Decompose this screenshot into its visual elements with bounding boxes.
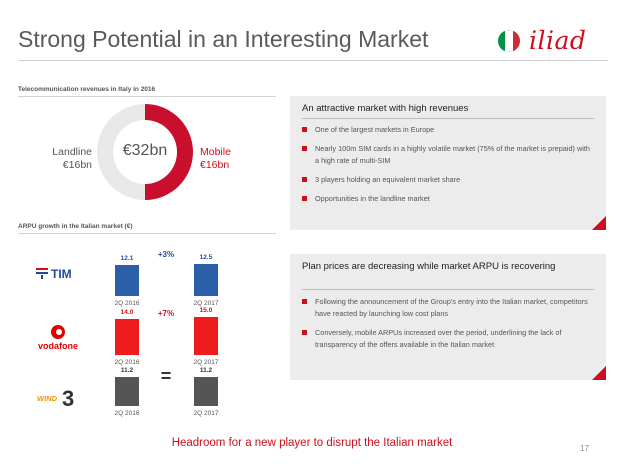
pricing-bullet: Conversely, mobile ARPUs increased over … — [302, 327, 596, 351]
donut-total: €32bn — [122, 142, 168, 159]
mobile-label: Mobile — [200, 146, 231, 158]
arpu-value-label: 12.1 — [120, 255, 134, 263]
arpu-period-label: 2Q 2016 — [114, 359, 140, 366]
arpu-value-label: 15.0 — [199, 306, 213, 314]
market-panel-heading: An attractive market with high revenues — [302, 103, 469, 114]
arpu-value-label: 11.2 — [199, 367, 213, 375]
market-bullet: 3 players holding an equivalent market s… — [302, 174, 596, 186]
revenue-section-title: Telecommunication revenues in Italy in 2… — [18, 86, 156, 93]
landline-label: Landline — [52, 146, 92, 158]
wind-three-logo-svg: WIND 3 — [37, 386, 74, 411]
mobile-label-group: Mobile €16bn — [200, 146, 260, 172]
arpu-growth-label: +7% — [157, 309, 175, 318]
arpu-section-title: ARPU growth in the Italian market (€) — [18, 223, 133, 230]
revenue-donut-chart: €32bn — [95, 102, 195, 202]
mobile-value: €16bn — [200, 159, 230, 171]
arpu-value-label: 12.5 — [199, 254, 213, 262]
market-bullet: Opportunities in the landline market — [302, 193, 596, 205]
flag-red-stripe — [512, 30, 520, 52]
arpu-bar-y2017 — [194, 264, 218, 296]
iliad-logo: iliad — [529, 26, 587, 55]
market-bullet: Nearly 100m SIM cards in a highly volati… — [302, 143, 596, 167]
landline-label-group: Landline €16bn — [40, 146, 92, 172]
market-bullet-list: One of the largest markets in Europe Nea… — [302, 124, 596, 212]
footer-headline: Headroom for a new player to disrupt the… — [171, 437, 453, 449]
arpu-growth-label: = — [160, 366, 172, 386]
pricing-bullet: Following the announcement of the Group'… — [302, 296, 596, 320]
pricing-panel-corner — [592, 366, 606, 380]
flag-white-stripe — [505, 30, 513, 52]
arpu-bar-y2017 — [194, 316, 218, 355]
market-panel: An attractive market with high revenues … — [290, 96, 606, 230]
pricing-panel: Plan prices are decreasing while market … — [290, 254, 606, 380]
svg-text:TIM: TIM — [51, 267, 72, 280]
pricing-panel-divider — [302, 289, 594, 290]
tim-logo-svg: TIM — [36, 267, 72, 281]
svg-text:vodafone: vodafone — [38, 341, 78, 351]
landline-value: €16bn — [62, 159, 92, 171]
italy-flag-icon — [498, 30, 520, 52]
arpu-value-label: 11.2 — [120, 367, 134, 375]
arpu-bar-y2017 — [194, 377, 218, 406]
arpu-period-label: 2Q 2016 — [114, 410, 140, 417]
arpu-growth-label: +3% — [157, 250, 175, 259]
market-panel-divider — [302, 118, 594, 119]
arpu-value-label: 14.0 — [120, 309, 134, 317]
revenue-donut-svg — [96, 104, 193, 200]
market-bullet: One of the largest markets in Europe — [302, 124, 596, 136]
flag-green-stripe — [498, 30, 506, 52]
arpu-period-label: 2Q 2017 — [193, 410, 219, 417]
arpu-period-label: 2Q 2016 — [114, 300, 140, 307]
arpu-section-divider — [18, 233, 276, 234]
svg-text:WIND: WIND — [37, 394, 58, 403]
arpu-bar-y2016 — [115, 319, 139, 355]
donut-segment-mobile — [145, 104, 193, 200]
svg-text:3: 3 — [62, 386, 74, 410]
arpu-period-label: 2Q 2017 — [193, 359, 219, 366]
arpu-period-label: 2Q 2017 — [193, 300, 219, 307]
page-number: 17 — [580, 444, 589, 453]
vodafone-logo: vodafone — [36, 324, 80, 357]
arpu-bar-y2016 — [115, 377, 139, 406]
revenue-section-divider — [18, 96, 276, 97]
vodafone-logo-svg: vodafone — [38, 325, 78, 351]
tim-logo: TIM — [36, 266, 80, 285]
title-divider — [18, 60, 608, 61]
pricing-panel-heading: Plan prices are decreasing while market … — [302, 261, 556, 272]
arpu-bar-y2016 — [115, 265, 139, 296]
pricing-bullet-list: Following the announcement of the Group'… — [302, 296, 596, 358]
market-panel-corner — [592, 216, 606, 230]
donut-segment-landline — [96, 104, 145, 200]
slide-title: Strong Potential in an Interesting Marke… — [18, 26, 429, 52]
wind-three-logo: WIND 3 — [36, 384, 82, 415]
